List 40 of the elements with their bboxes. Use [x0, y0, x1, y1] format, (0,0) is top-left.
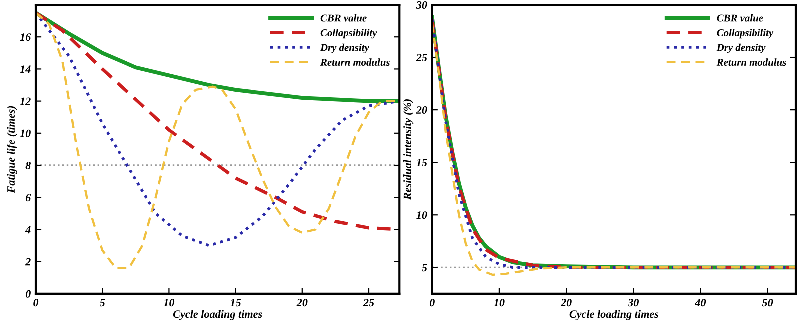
- x-axis-title: Cycle loading times: [570, 310, 659, 320]
- x-tick-label: 15: [230, 299, 242, 307]
- y-tick-label: 14: [20, 66, 31, 74]
- y-tick-label: 8: [26, 162, 31, 170]
- y-tick-label: 30: [416, 1, 428, 9]
- legend-label: CBR value: [717, 14, 764, 22]
- line-series: [36, 11, 400, 104]
- legend-label: Collapsibility: [320, 29, 378, 39]
- legend-label: Return modulus: [716, 58, 786, 66]
- x-tick-label: 50: [762, 299, 774, 307]
- legend-label: Dry density: [716, 44, 766, 54]
- legend-label: CBR value: [320, 14, 367, 22]
- y-tick-label: 15: [416, 159, 428, 167]
- x-tick-label: 10: [164, 299, 175, 307]
- y-tick-label: 12: [20, 98, 31, 106]
- x-tick-label: 0: [34, 299, 39, 307]
- x-tick-label: 0: [430, 299, 435, 307]
- y-tick-label: 16: [20, 34, 32, 42]
- x-tick-label: 20: [296, 299, 308, 307]
- x-axis-title: Cycle loading times: [173, 310, 262, 320]
- y-tick-label: 6: [26, 194, 32, 202]
- legend-label: Collapsibility: [717, 29, 774, 39]
- legend-label: Dry density: [320, 44, 370, 54]
- y-axis-title: Residual intensity (%): [404, 100, 414, 200]
- x-tick-label: 5: [100, 299, 106, 307]
- y-axis-title: Fatigue life (times): [7, 106, 18, 194]
- y-tick-label: 4: [25, 226, 31, 234]
- x-tick-label: 20: [560, 299, 572, 307]
- y-tick-label: 10: [416, 212, 428, 220]
- y-tick-label: 0: [26, 290, 31, 298]
- x-tick-label: 25: [363, 299, 374, 307]
- y-tick-label: 25: [416, 54, 428, 62]
- y-tick-label: 10: [20, 130, 31, 138]
- x-tick-label: 10: [494, 299, 505, 307]
- legend-label: Return modulus: [320, 58, 390, 66]
- y-tick-label: 20: [416, 106, 428, 114]
- y-tick-label: 2: [25, 258, 31, 266]
- x-tick-label: 30: [628, 299, 639, 307]
- y-tick-label: 5: [422, 264, 428, 272]
- x-tick-label: 40: [695, 299, 706, 307]
